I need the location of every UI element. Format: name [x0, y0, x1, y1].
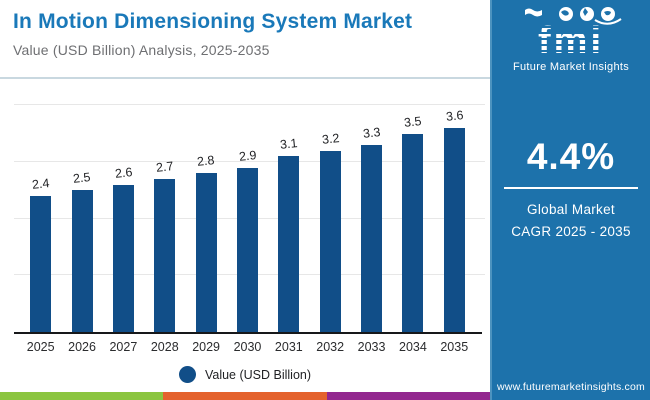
bar-slot: 2.4	[20, 94, 61, 332]
x-tick-label: 2034	[399, 340, 427, 354]
header: In Motion Dimensioning System Market Val…	[13, 9, 484, 58]
bar-value-label: 2.4	[31, 176, 51, 192]
bar	[361, 145, 383, 332]
bar-value-label: 3.5	[403, 113, 423, 130]
bar	[71, 190, 93, 332]
gridline	[14, 161, 485, 162]
legend-label: Value (USD Billion)	[204, 367, 312, 382]
page-subtitle: Value (USD Billion) Analysis, 2025-2035	[13, 42, 270, 59]
bar-slot: 2.8	[185, 94, 226, 332]
x-tick-label: 2030	[233, 340, 262, 354]
bar	[278, 156, 300, 332]
x-axis-line	[14, 332, 482, 334]
logo-wordmark: fmi	[538, 22, 604, 60]
bar	[319, 150, 341, 332]
bars-container: 2.4 2.5 2.6 2.7 2.8 2.9 3.1 3.2 3.3 3.5 3.6	[20, 94, 475, 332]
x-tick-label: 2029	[192, 340, 221, 354]
cagr-divider	[504, 187, 638, 189]
brand-sidebar: fmi Future Market Insights 4.4% Global M…	[490, 0, 650, 400]
cagr-block: 4.4% Global Market CAGR 2025 - 2035	[492, 136, 650, 242]
bar	[236, 167, 258, 332]
bar-slot: 3.2	[310, 94, 351, 332]
bar-value-label: 3.2	[320, 130, 340, 147]
bar-value-label: 2.8	[196, 153, 216, 170]
bar-value-label: 2.5	[72, 170, 92, 187]
chart-legend: Value (USD Billion)	[0, 366, 490, 383]
bar-value-label: 3.3	[362, 125, 381, 141]
legend-swatch-circle	[178, 366, 196, 383]
logo-caption: Future Market Insights	[512, 61, 630, 73]
bar	[154, 179, 176, 332]
stripe-segment	[0, 392, 164, 400]
x-tick-label: 2031	[274, 340, 303, 354]
bar	[112, 184, 134, 332]
bar-slot: 2.7	[144, 94, 185, 332]
cagr-value: 4.4%	[526, 136, 616, 177]
cagr-label: Global Market CAGR 2025 - 2035	[492, 199, 650, 242]
bar-chart: 2.4 2.5 2.6 2.7 2.8 2.9 3.1 3.2 3.3 3.5 3.6 2025 20…	[0, 79, 490, 392]
cagr-label-line1: Global Market	[527, 202, 615, 217]
bar-slot: 3.3	[351, 94, 392, 332]
logo-brand-text: fmi	[538, 20, 604, 62]
website-url: www.futuremarketinsights.com	[497, 381, 645, 393]
bar-slot: 3.6	[434, 94, 475, 332]
stripe-segment	[326, 392, 490, 400]
x-tick-label: 2028	[150, 340, 179, 354]
x-tick-label: 2025	[26, 340, 55, 354]
x-tick-label: 2027	[109, 340, 138, 354]
bar	[195, 173, 217, 332]
bar-slot: 3.1	[268, 94, 309, 332]
page-title: In Motion Dimensioning System Market	[13, 10, 413, 33]
stripe-segment	[163, 392, 327, 400]
bar-slot: 2.5	[61, 94, 102, 332]
logo-globes-icon	[525, 7, 622, 25]
gridline	[14, 104, 485, 106]
bar	[402, 133, 424, 332]
x-tick-label: 2033	[357, 340, 386, 354]
bar-slot: 2.6	[103, 94, 144, 332]
header-divider	[0, 77, 490, 79]
plot-area: 2.4 2.5 2.6 2.7 2.8 2.9 3.1 3.2 3.3 3.5 3.6	[14, 94, 485, 332]
bar	[443, 128, 465, 332]
x-tick-label: 2026	[68, 340, 96, 354]
bar-slot: 3.5	[392, 94, 433, 332]
cagr-label-line2: CAGR 2025 - 2035	[511, 223, 631, 239]
bar-value-label: 2.9	[238, 147, 257, 164]
bar	[30, 196, 52, 332]
fmi-logo: fmi Future Market Insights	[492, 6, 650, 73]
bar-value-label: 2.6	[114, 164, 133, 181]
x-axis-ticks: 2025 2026 2027 2028 2029 2030 2031 2032 2033 2034…	[20, 340, 475, 354]
footer-color-stripe	[0, 392, 490, 400]
bar-value-label: 3.6	[444, 108, 464, 124]
bar-value-label: 2.7	[155, 159, 175, 175]
x-tick-label: 2035	[440, 340, 469, 354]
chart-panel: In Motion Dimensioning System Market Val…	[0, 9, 490, 400]
bar-slot: 2.9	[227, 94, 268, 332]
x-tick-label: 2032	[316, 340, 345, 354]
bar-value-label: 3.1	[279, 136, 299, 153]
